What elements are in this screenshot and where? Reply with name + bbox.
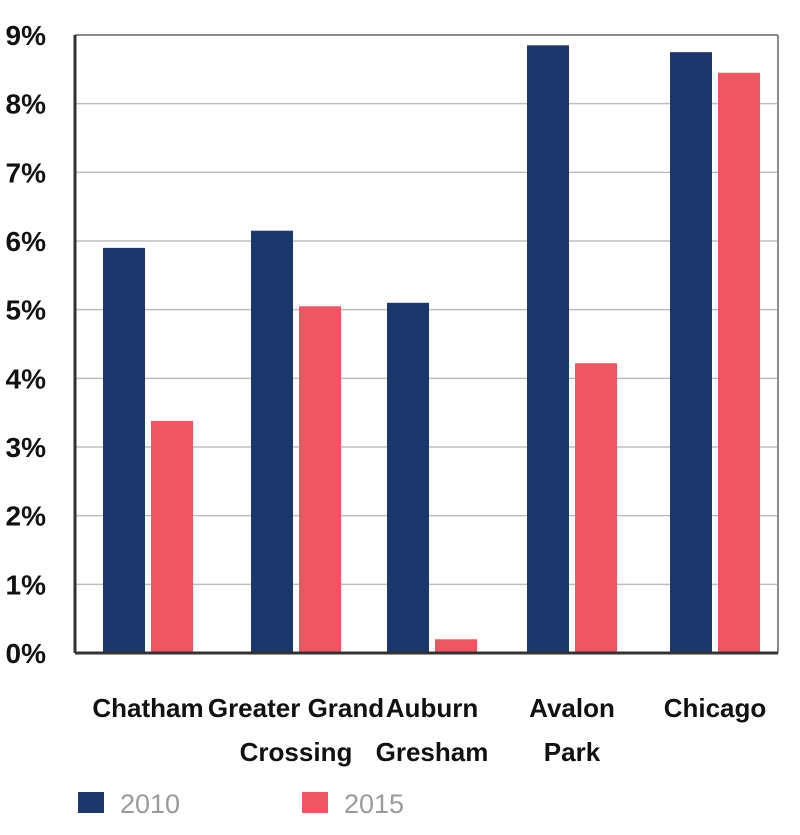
bars — [103, 45, 760, 653]
legend-swatch-2010 — [78, 792, 104, 813]
y-tick-label: 7% — [6, 157, 47, 188]
y-tick-label: 8% — [6, 89, 47, 120]
y-tick-label: 9% — [6, 20, 47, 51]
legend-swatch-2015 — [302, 792, 328, 813]
y-tick-label: 5% — [6, 295, 47, 326]
y-tick-label: 4% — [6, 363, 47, 394]
y-tick-label: 1% — [6, 569, 47, 600]
y-tick-label: 3% — [6, 432, 47, 463]
y-tick-label: 0% — [6, 638, 47, 669]
bar-2010 — [251, 231, 293, 653]
x-tick-label: Chicago — [664, 693, 767, 723]
bar-chart-svg: 0% 1% 2% 3% 4% 5% 6% 7% 8% 9% Chatham Greater Gran… — [0, 0, 800, 835]
legend-label: 2010 — [120, 789, 180, 819]
bar-2015 — [575, 363, 617, 653]
legend-label: 2015 — [344, 789, 404, 819]
bar-2010 — [103, 248, 145, 653]
bar-2010 — [670, 52, 712, 653]
y-tick-label: 6% — [6, 226, 47, 257]
bar-2010 — [387, 303, 429, 653]
x-tick-label: Greater Grand Crossing — [208, 693, 384, 767]
bar-2015 — [435, 639, 477, 653]
bar-2015 — [718, 73, 760, 653]
legend: 2010 2015 — [78, 789, 404, 819]
x-tick-label: Avalon Park — [529, 693, 615, 767]
x-tick-label: Chatham — [92, 693, 203, 723]
y-axis-ticks: 0% 1% 2% 3% 4% 5% 6% 7% 8% 9% — [6, 20, 47, 669]
y-tick-label: 2% — [6, 501, 47, 532]
chart: 0% 1% 2% 3% 4% 5% 6% 7% 8% 9% Chatham Greater Gran… — [0, 0, 800, 835]
x-tick-label: Auburn Gresham — [376, 693, 489, 767]
bar-2015 — [299, 306, 341, 653]
bar-2010 — [527, 45, 569, 653]
bar-2015 — [151, 421, 193, 653]
